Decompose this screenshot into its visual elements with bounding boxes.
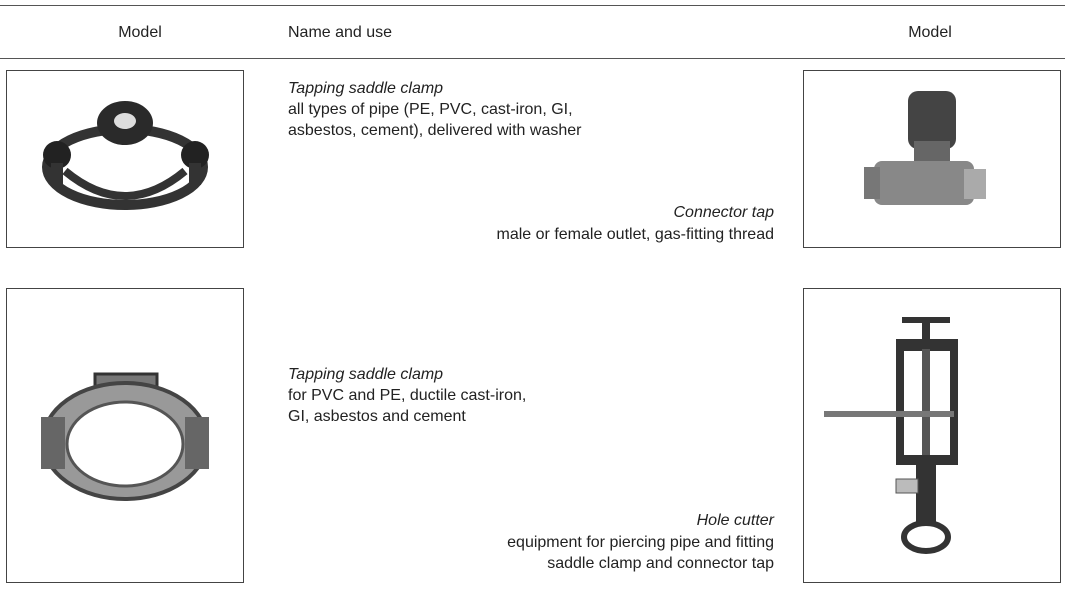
- item-use: saddle clamp and connector tap: [547, 555, 774, 572]
- clamp-drawing: [41, 372, 209, 501]
- item-name: Hole cutter: [696, 512, 774, 529]
- cutter-drawing: [824, 317, 958, 554]
- header-rule: [0, 58, 1065, 59]
- clamp-drawing: [42, 101, 209, 210]
- top-rule: [0, 5, 1065, 6]
- tap-drawing: [864, 91, 986, 205]
- header-cell: Model: [908, 24, 952, 41]
- item-name: Tapping saddle clamp: [288, 366, 444, 383]
- product-image: [6, 288, 244, 583]
- header-cell: Model: [118, 24, 162, 41]
- item-use: male or female outlet, gas-fitting threa…: [496, 226, 774, 243]
- item-name: Tapping saddle clamp: [288, 80, 444, 97]
- item-use: GI, asbestos and cement: [288, 408, 466, 425]
- item-name: Connector tap: [673, 204, 774, 221]
- item-use: for PVC and PE, ductile cast-iron,: [288, 387, 527, 404]
- item-use: all types of pipe (PE, PVC, cast-iron, G…: [288, 101, 573, 118]
- product-image: [803, 288, 1061, 583]
- product-image: [6, 70, 244, 248]
- product-image: [803, 70, 1061, 248]
- item-use: asbestos, cement), delivered with washer: [288, 122, 582, 139]
- header-cell: Name and use: [288, 24, 393, 41]
- item-use: equipment for piercing pipe and fitting: [507, 534, 774, 551]
